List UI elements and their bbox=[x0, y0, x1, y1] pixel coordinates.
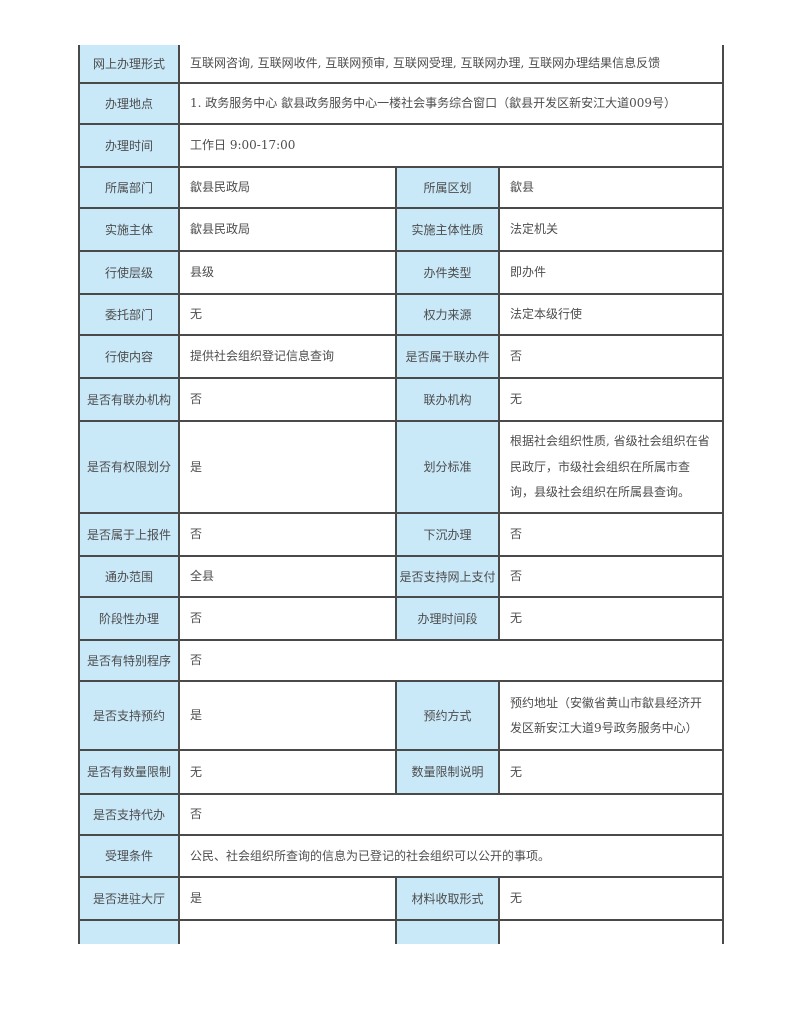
row-value-cell: 即办件 bbox=[497, 250, 724, 296]
row-label-cell: 预约方式 bbox=[395, 680, 500, 752]
table-row: 办理地点 1. 政务服务中心 歙县政务服务中心一楼社会事务综合窗口（歙县开发区新… bbox=[78, 82, 724, 126]
row-value-cell: 互联网咨询, 互联网收件, 互联网预审, 互联网受理, 互联网办理, 互联网办理… bbox=[177, 45, 724, 85]
table-row: 阶段性办理 否 办理时间段 无 bbox=[78, 596, 724, 642]
row-value-cell: 否 bbox=[497, 555, 724, 599]
table-row: 是否支持预约 是 预约方式 预约地址（安徽省黄山市歙县经济开发区新安江大道9号政… bbox=[78, 680, 724, 752]
row-label-cell: 办理时间段 bbox=[395, 596, 500, 642]
row-label-cell: 通办范围 bbox=[78, 555, 180, 599]
row-value-cell: 是 bbox=[178, 680, 397, 752]
row-value-cell: 歙县 bbox=[497, 166, 724, 210]
row-value-cell: 否 bbox=[177, 639, 724, 683]
row-label-cell: 是否支持网上支付 bbox=[395, 555, 500, 599]
row-value-cell: 否 bbox=[178, 596, 397, 642]
table-row: 通办范围 全县 是否支持网上支付 否 bbox=[78, 555, 724, 599]
row-value-cell: 歙县民政局 bbox=[178, 207, 397, 253]
row-value-cell: 预约地址（安徽省黄山市歙县经济开发区新安江大道9号政务服务中心） bbox=[497, 680, 724, 752]
row-value-cell: 县级 bbox=[178, 250, 397, 296]
table-row bbox=[78, 919, 724, 945]
row-label-cell bbox=[78, 919, 180, 945]
row-value-cell: 无 bbox=[497, 749, 724, 796]
row-label-cell: 所属区划 bbox=[395, 166, 500, 210]
row-label-cell: 受理条件 bbox=[78, 834, 180, 879]
table-row: 实施主体 歙县民政局 实施主体性质 法定机关 bbox=[78, 207, 724, 253]
row-label-cell: 数量限制说明 bbox=[395, 749, 500, 796]
table-row: 受理条件 公民、社会组织所查询的信息为已登记的社会组织可以公开的事项。 bbox=[78, 834, 724, 879]
row-label-cell: 是否有数量限制 bbox=[78, 749, 180, 796]
row-label-cell: 划分标准 bbox=[395, 420, 500, 515]
table-row: 行使层级 县级 办件类型 即办件 bbox=[78, 250, 724, 296]
row-label-cell: 办理地点 bbox=[78, 82, 180, 126]
row-value-cell: 公民、社会组织所查询的信息为已登记的社会组织可以公开的事项。 bbox=[177, 834, 724, 879]
row-label-cell bbox=[395, 919, 500, 945]
row-value-cell bbox=[497, 919, 724, 945]
row-label-cell: 办件类型 bbox=[395, 250, 500, 296]
row-label-cell: 材料收取形式 bbox=[395, 876, 500, 922]
row-value-cell: 否 bbox=[178, 512, 397, 558]
row-value-cell: 1. 政务服务中心 歙县政务服务中心一楼社会事务综合窗口（歙县开发区新安江大道0… bbox=[177, 82, 724, 126]
row-label-cell: 所属部门 bbox=[78, 166, 180, 210]
row-value-cell: 是 bbox=[178, 876, 397, 922]
row-value-cell: 否 bbox=[177, 793, 724, 837]
row-label-cell: 是否支持预约 bbox=[78, 680, 180, 752]
table-row: 是否属于上报件 否 下沉办理 否 bbox=[78, 512, 724, 558]
table-row: 行使内容 提供社会组织登记信息查询 是否属于联办件 否 bbox=[78, 334, 724, 380]
row-value-cell: 歙县民政局 bbox=[178, 166, 397, 210]
row-label-cell: 是否属于上报件 bbox=[78, 512, 180, 558]
row-value-cell: 法定机关 bbox=[497, 207, 724, 253]
service-info-table: 网上办理形式 互联网咨询, 互联网收件, 互联网预审, 互联网受理, 互联网办理… bbox=[78, 45, 724, 945]
row-label-cell: 办理时间 bbox=[78, 123, 180, 169]
row-value-cell bbox=[178, 919, 397, 945]
table-row: 是否有数量限制 无 数量限制说明 无 bbox=[78, 749, 724, 796]
table-row: 是否支持代办 否 bbox=[78, 793, 724, 837]
row-value-cell: 无 bbox=[178, 749, 397, 796]
row-label-cell: 委托部门 bbox=[78, 293, 180, 337]
row-value-cell: 无 bbox=[178, 293, 397, 337]
row-value-cell: 根据社会组织性质, 省级社会组织在省民政厅，市级社会组织在所属市查询，县级社会组… bbox=[497, 420, 724, 515]
row-label-cell: 网上办理形式 bbox=[78, 45, 180, 85]
table-row: 办理时间 工作日 9:00-17:00 bbox=[78, 123, 724, 169]
row-label-cell: 是否支持代办 bbox=[78, 793, 180, 837]
table-row: 委托部门 无 权力来源 法定本级行使 bbox=[78, 293, 724, 337]
row-label-cell: 是否有权限划分 bbox=[78, 420, 180, 515]
row-label-cell: 是否有特别程序 bbox=[78, 639, 180, 683]
row-label-cell: 行使内容 bbox=[78, 334, 180, 380]
table-row: 网上办理形式 互联网咨询, 互联网收件, 互联网预审, 互联网受理, 互联网办理… bbox=[78, 45, 724, 85]
row-label-cell: 权力来源 bbox=[395, 293, 500, 337]
row-value-cell: 否 bbox=[497, 512, 724, 558]
row-value-cell: 全县 bbox=[178, 555, 397, 599]
table-row: 是否有特别程序 否 bbox=[78, 639, 724, 683]
row-value-cell: 否 bbox=[497, 334, 724, 380]
row-label-cell: 是否进驻大厅 bbox=[78, 876, 180, 922]
row-label-cell: 是否属于联办件 bbox=[395, 334, 500, 380]
table-row: 是否有联办机构 否 联办机构 无 bbox=[78, 377, 724, 423]
row-value-cell: 无 bbox=[497, 876, 724, 922]
row-value-cell: 否 bbox=[178, 377, 397, 423]
row-value-cell: 工作日 9:00-17:00 bbox=[177, 123, 724, 169]
table-clip-region: 网上办理形式 互联网咨询, 互联网收件, 互联网预审, 互联网受理, 互联网办理… bbox=[78, 45, 724, 987]
table-row: 是否有权限划分 是 划分标准 根据社会组织性质, 省级社会组织在省民政厅，市级社… bbox=[78, 420, 724, 515]
row-value-cell: 是 bbox=[178, 420, 397, 515]
row-label-cell: 行使层级 bbox=[78, 250, 180, 296]
row-value-cell: 法定本级行使 bbox=[497, 293, 724, 337]
row-label-cell: 实施主体 bbox=[78, 207, 180, 253]
table-row: 是否进驻大厅 是 材料收取形式 无 bbox=[78, 876, 724, 922]
row-label-cell: 联办机构 bbox=[395, 377, 500, 423]
row-label-cell: 下沉办理 bbox=[395, 512, 500, 558]
row-label-cell: 阶段性办理 bbox=[78, 596, 180, 642]
row-value-cell: 无 bbox=[497, 377, 724, 423]
table-row: 所属部门 歙县民政局 所属区划 歙县 bbox=[78, 166, 724, 210]
row-value-cell: 无 bbox=[497, 596, 724, 642]
row-value-cell: 提供社会组织登记信息查询 bbox=[178, 334, 397, 380]
row-label-cell: 是否有联办机构 bbox=[78, 377, 180, 423]
row-label-cell: 实施主体性质 bbox=[395, 207, 500, 253]
